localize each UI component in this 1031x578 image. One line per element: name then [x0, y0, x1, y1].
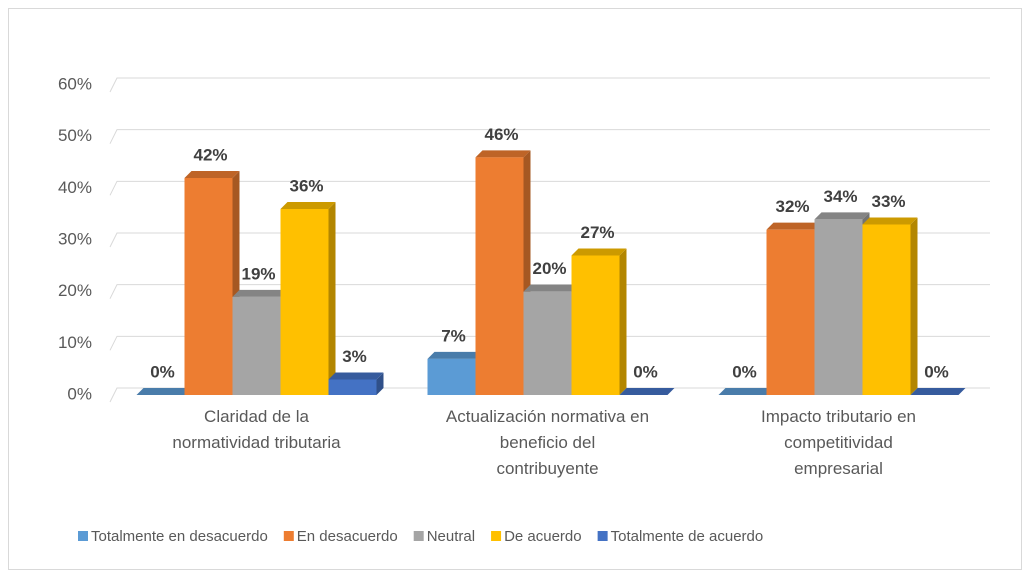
legend-swatch: [413, 531, 424, 541]
x-tick-label-line: empresarial: [794, 459, 883, 478]
x-tick-label-line: Impacto tributario en: [761, 407, 916, 426]
bar-side: [619, 248, 627, 395]
legend-label: Neutral: [427, 528, 475, 545]
bar-top: [427, 351, 483, 359]
x-tick-label: Actualización normativa en beneficio del c…: [446, 407, 649, 478]
bar-top: [910, 388, 966, 395]
bar-top: [136, 388, 192, 395]
grid-line: [109, 77, 990, 93]
grid-line: [109, 180, 990, 196]
grid-line: [109, 129, 990, 144]
bar-top: [280, 202, 336, 209]
value-label: 20%: [532, 259, 566, 278]
y-tick-label: 20%: [58, 281, 92, 300]
legend-swatch: [78, 531, 88, 541]
value-label: 33%: [871, 192, 905, 211]
grid-line: [109, 335, 990, 351]
value-label: 27%: [580, 223, 614, 242]
value-label: 7%: [441, 326, 466, 345]
y-tick-label: 0%: [67, 384, 92, 403]
x-tick-label-line: Claridad de la: [204, 407, 309, 426]
bar: [523, 291, 572, 395]
x-tick-label-line: contribuyente: [496, 459, 598, 478]
legend-label: Totalmente en desacuerdo: [91, 528, 268, 545]
bar: [814, 219, 863, 395]
bar-side: [328, 202, 336, 395]
value-label: 0%: [633, 362, 658, 381]
bar-top: [718, 388, 774, 395]
bar-top: [814, 212, 870, 220]
bar: [232, 296, 281, 395]
value-label: 0%: [150, 362, 175, 381]
bar-top: [862, 217, 918, 225]
bar-top: [571, 248, 627, 256]
y-tick-label: 30%: [58, 229, 92, 248]
legend-label: De acuerdo: [504, 528, 582, 545]
bar: [571, 255, 620, 395]
value-label: 32%: [775, 197, 809, 216]
value-label: 3%: [342, 347, 367, 366]
bar: [184, 178, 233, 395]
bar: [475, 157, 524, 395]
legend-swatch: [597, 531, 608, 541]
x-tick-label-line: Actualización normativa en: [446, 407, 649, 426]
value-label: 34%: [823, 187, 857, 206]
y-tick-label: 50%: [58, 126, 92, 145]
bar-side: [376, 372, 384, 395]
x-tick-label-line: competitividad: [784, 433, 893, 452]
grid-line: [109, 284, 990, 299]
value-label: 46%: [484, 125, 518, 144]
bar-top: [232, 289, 288, 297]
bar-top: [523, 284, 579, 292]
bar: [280, 209, 329, 395]
value-label: 0%: [732, 362, 757, 381]
legend-swatch: [491, 531, 502, 541]
bar: [766, 229, 815, 395]
bar-top: [766, 222, 822, 230]
bar: [862, 224, 911, 395]
bar-top: [328, 372, 384, 380]
bar-top: [619, 388, 675, 395]
value-label: 42%: [193, 145, 227, 164]
x-tick-label-line: normatividad tributaria: [172, 433, 341, 452]
bar-top: [184, 171, 240, 178]
y-tick-label: 40%: [58, 178, 92, 197]
grid-line: [109, 232, 990, 248]
legend-label: En desacuerdo: [297, 528, 398, 545]
bar: [427, 358, 476, 395]
value-label: 36%: [289, 176, 323, 195]
grid-line: [109, 387, 990, 403]
legend-label: Totalmente de acuerdo: [611, 528, 764, 545]
x-tick-label: Impacto tributario en competitividad empre…: [761, 407, 916, 478]
bar-top: [475, 150, 531, 158]
bar-side: [910, 217, 918, 395]
x-tick-label-line: beneficio del: [500, 433, 595, 452]
legend-swatch: [283, 531, 294, 541]
value-label: 0%: [924, 362, 949, 381]
value-label: 19%: [241, 264, 275, 283]
bar: [328, 379, 377, 395]
x-tick-label: Claridad de la normatividad tributaria: [172, 407, 341, 452]
y-tick-label: 10%: [58, 333, 92, 352]
y-tick-label: 60%: [58, 74, 92, 93]
